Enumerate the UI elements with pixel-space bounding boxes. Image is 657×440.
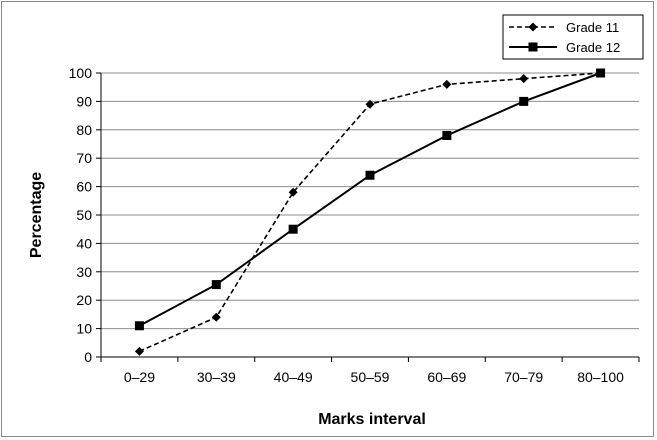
y-tick-label: 90 <box>76 93 92 109</box>
grade-12-point <box>134 321 144 331</box>
grade-11-point <box>442 79 452 89</box>
x-tick-label: 60–69 <box>427 369 466 385</box>
grade-11-point <box>134 346 144 356</box>
y-tick-label: 80 <box>76 122 92 138</box>
grade-12-line <box>138 72 601 327</box>
legend-box <box>502 14 644 60</box>
tick-labels: 0 10 20 30 40 50 60 70 80 90 100 0–29 30–39 40–49 50–5… <box>69 65 640 385</box>
y-tick-label: 60 <box>76 179 92 195</box>
y-tick-label: 100 <box>69 65 93 81</box>
grade-12-series <box>134 68 606 331</box>
y-tick-label: 20 <box>76 292 92 308</box>
y-tick-label: 50 <box>76 207 92 223</box>
legend-items: Grade 11 Grade 12 <box>509 20 620 55</box>
grade-11-series <box>134 68 606 356</box>
grade-12-point <box>288 224 298 234</box>
y-tick-label: 70 <box>76 150 92 166</box>
series <box>134 68 606 356</box>
legend-item-grade-12: Grade 12 <box>509 40 620 55</box>
grade-12-point <box>442 130 452 140</box>
legend-label: Grade 12 <box>566 40 620 55</box>
legend-item-grade-11: Grade 11 <box>509 20 619 35</box>
y-axis-title: Percentage <box>28 172 45 258</box>
legend: Grade 11 Grade 12 <box>502 14 644 60</box>
x-tick-label: 0–29 <box>124 369 155 385</box>
x-tick-label: 50–59 <box>351 369 390 385</box>
y-tick-label: 40 <box>76 235 92 251</box>
grade-12-point <box>211 280 221 290</box>
x-tick-label: 40–49 <box>274 369 313 385</box>
grade-12-point <box>519 96 529 106</box>
x-tick-label: 30–39 <box>197 369 236 385</box>
grade-11-point <box>288 187 298 197</box>
y-tick-label: 0 <box>84 349 92 365</box>
x-axis-title: Marks interval <box>318 411 426 428</box>
y-tick-label: 10 <box>76 321 92 337</box>
x-tick-label: 80–100 <box>577 369 624 385</box>
legend-label: Grade 11 <box>566 20 619 35</box>
gridlines <box>101 72 639 330</box>
grade-11-point <box>519 74 529 84</box>
legend-marker <box>528 42 538 52</box>
x-tick-label: 70–79 <box>504 369 543 385</box>
grade-12-point <box>365 170 375 180</box>
grade-11-line <box>139 72 601 353</box>
grade-11-point <box>365 99 375 109</box>
grade-11-point <box>211 312 221 322</box>
y-tick-label: 30 <box>76 264 92 280</box>
legend-marker <box>528 22 538 32</box>
grade-12-point <box>596 68 606 78</box>
